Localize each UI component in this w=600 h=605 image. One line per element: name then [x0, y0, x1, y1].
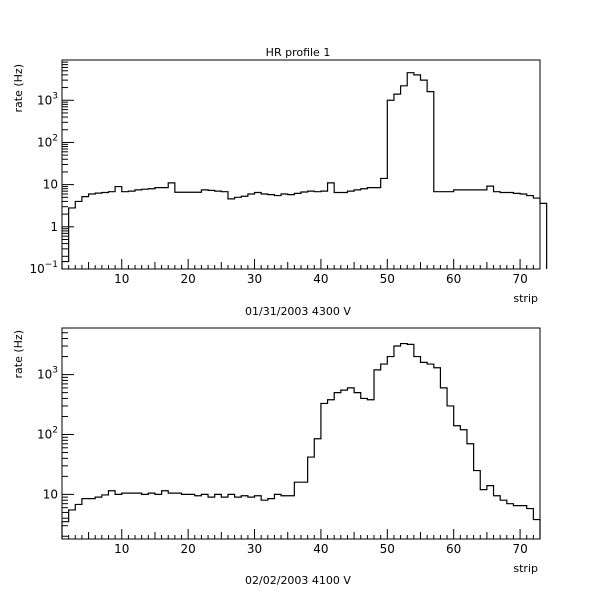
y-tick-label: 103 [37, 91, 58, 107]
x-ticks-top: 10 20 30 40 50 60 70 [61, 259, 541, 286]
x-tick-label: 60 [446, 272, 461, 286]
series-line-top [61, 72, 548, 269]
x-tick-label: 60 [446, 542, 461, 556]
y-tick-label: 10−1 [29, 260, 58, 276]
x-ticks-bottom: 10 20 30 40 50 60 70 [61, 529, 541, 556]
y-tick-exponent: 2 [52, 133, 58, 143]
x-tick-label: 70 [512, 542, 527, 556]
y-tick-label: 10 [43, 487, 58, 501]
caption-top: 01/31/2003 4300 V [245, 305, 351, 318]
caption-bottom: 02/02/2003 4100 V [245, 574, 351, 587]
x-tick-label: 10 [114, 272, 129, 286]
x-tick-label: 20 [180, 542, 195, 556]
y-tick-exponent: 3 [52, 91, 58, 101]
y-tick-base: 10 [29, 262, 44, 276]
x-tick-label: 20 [180, 272, 195, 286]
series-line-bottom [61, 342, 541, 539]
x-tick-label: 30 [247, 272, 262, 286]
y-tick-base: 10 [37, 135, 52, 149]
y-tick-base: 10 [37, 428, 52, 442]
x-tick-label: 50 [380, 542, 395, 556]
y-tick-base: 10 [43, 178, 58, 192]
x-tick-label: 50 [380, 272, 395, 286]
y-axis-label-top: rate (Hz) [12, 64, 25, 112]
y-tick-base: 10 [37, 93, 52, 107]
x-tick-label: 70 [512, 272, 527, 286]
y-tick-label: 10 [43, 178, 58, 192]
y-tick-base: 10 [43, 487, 58, 501]
x-axis-label-bottom: strip [513, 562, 538, 575]
y-tick-exponent: −1 [45, 260, 58, 270]
y-tick-base: 1 [50, 220, 58, 234]
y-axis-label-bottom: rate (Hz) [12, 330, 25, 378]
x-tick-label: 40 [313, 542, 328, 556]
y-tick-label: 102 [37, 133, 58, 149]
y-tick-label: 1 [50, 220, 58, 234]
x-tick-label: 10 [114, 542, 129, 556]
y-tick-label: 102 [37, 426, 58, 442]
y-tick-base: 10 [37, 368, 52, 382]
y-tick-exponent: 3 [52, 366, 58, 376]
x-tick-label: 30 [247, 542, 262, 556]
x-axis-label-top: strip [513, 292, 538, 305]
chart-title: HR profile 1 [266, 46, 331, 59]
x-tick-label: 40 [313, 272, 328, 286]
y-tick-label: 103 [37, 366, 58, 382]
y-tick-exponent: 2 [52, 426, 58, 436]
